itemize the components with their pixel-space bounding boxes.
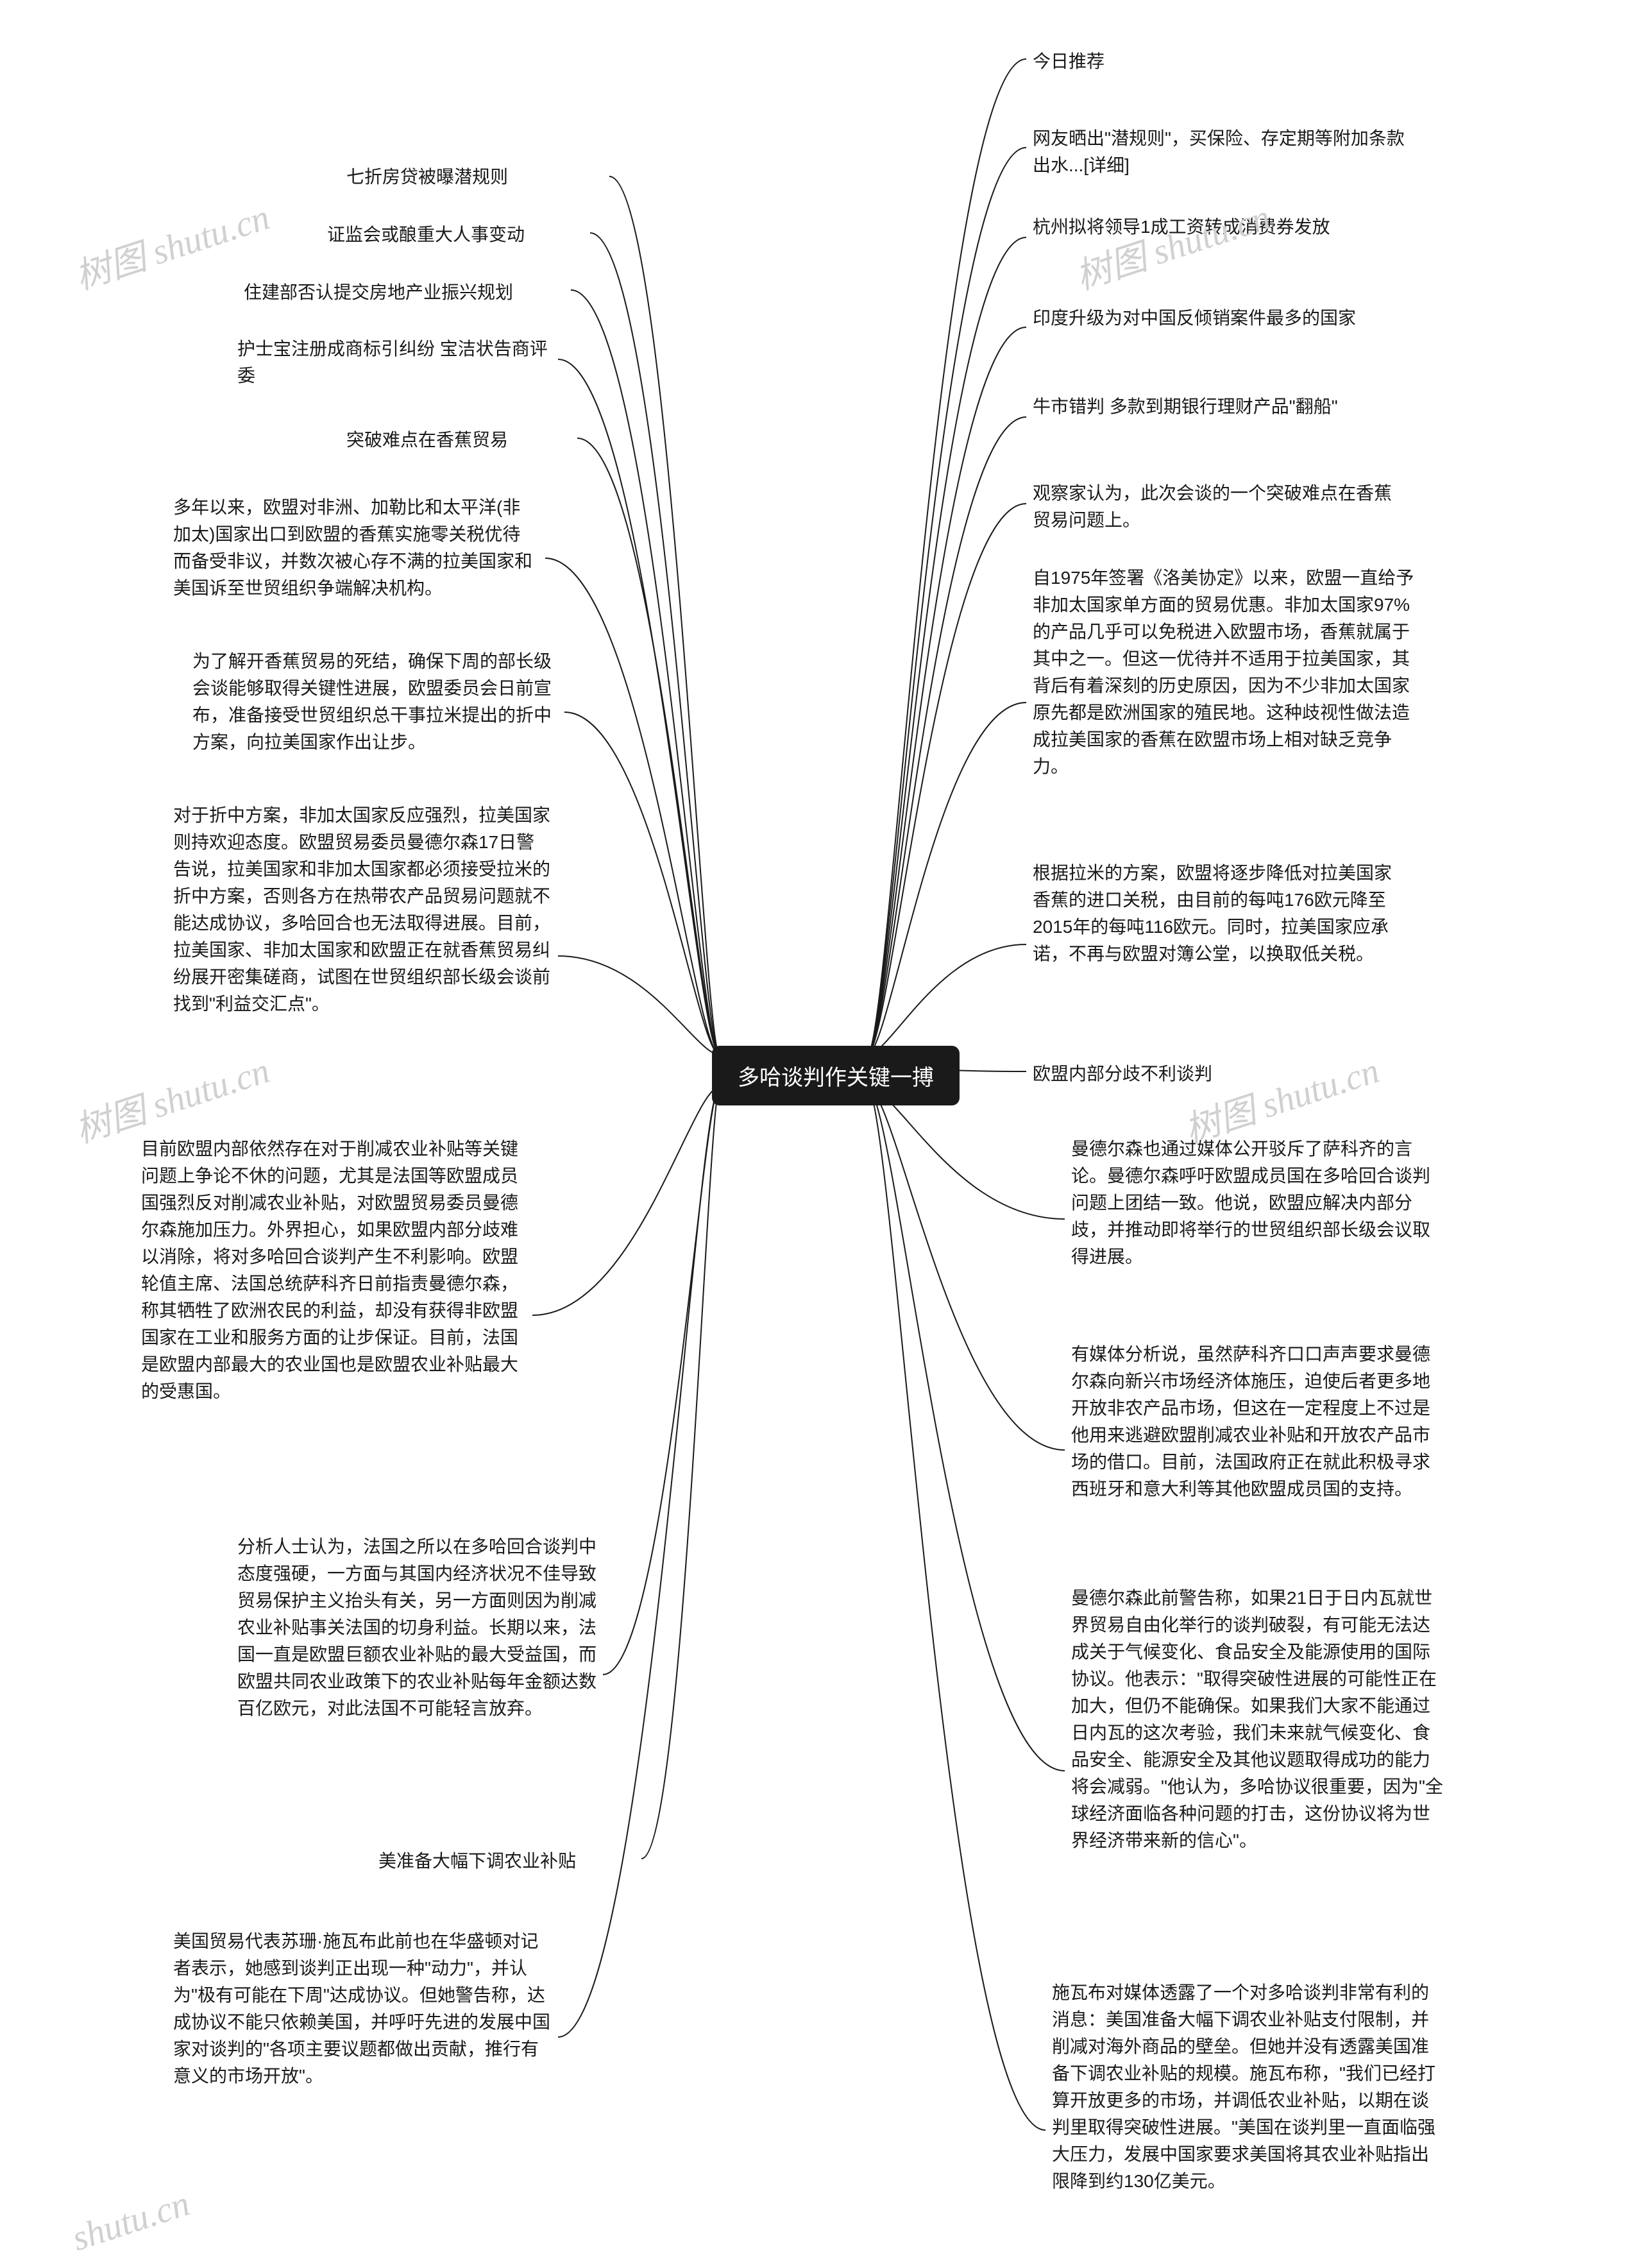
- mindmap-node-l1: 证监会或酿重大人事变动: [327, 221, 584, 248]
- mindmap-node-r12: 施瓦布对媒体透露了一个对多哈谈判非常有利的消息：美国准备大幅下调农业补贴支付限制…: [1052, 1979, 1437, 2195]
- mindmap-node-l2: 住建部否认提交房地产业振兴规划: [244, 279, 564, 306]
- mindmap-node-l0: 七折房贷被曝潜规则: [346, 164, 603, 191]
- mindmap-node-l6: 为了解开香蕉贸易的死结，确保下周的部长级会谈能够取得关键性进展，欧盟委员会日前宣…: [192, 648, 555, 756]
- mindmap-node-r9: 曼德尔森也通过媒体公开驳斥了萨科齐的言论。曼德尔森呼吁欧盟成员国在多哈回合谈判问…: [1071, 1136, 1430, 1270]
- mindmap-node-r1: 网友晒出"潜规则"，买保险、存定期等附加条款出水...[详细]: [1033, 125, 1418, 179]
- mindmap-node-r3: 印度升级为对中国反倾销案件最多的国家: [1033, 305, 1392, 332]
- mindmap-node-l8: 目前欧盟内部依然存在对于削减农业补贴等关键问题上争论不休的问题，尤其是法国等欧盟…: [141, 1136, 526, 1405]
- watermark: shutu.cn: [67, 2183, 195, 2259]
- mindmap-node-l9: 分析人士认为，法国之所以在多哈回合谈判中态度强硬，一方面与其国内经济状况不佳导致…: [237, 1533, 597, 1722]
- mindmap-node-l3: 护士宝注册成商标引纠纷 宝洁状告商评委: [237, 336, 552, 389]
- mindmap-node-r10: 有媒体分析说，虽然萨科齐口口声声要求曼德尔森向新兴市场经济体施压，迫使后者更多地…: [1071, 1341, 1430, 1503]
- center-node: 多哈谈判作关键一搏: [712, 1046, 960, 1105]
- mindmap-node-r11: 曼德尔森此前警告称，如果21日于日内瓦就世界贸易自由化举行的谈判破裂，有可能无法…: [1071, 1585, 1443, 1854]
- mindmap-node-r0: 今日推荐: [1033, 48, 1289, 75]
- mindmap-node-r7: 根据拉米的方案，欧盟将逐步降低对拉美国家香蕉的进口关税，由目前的每吨176欧元降…: [1033, 860, 1392, 968]
- mindmap-node-r4: 牛市错判 多款到期银行理财产品"翻船": [1033, 393, 1392, 420]
- mindmap-node-l7: 对于折中方案，非加太国家反应强烈，拉美国家则持欢迎态度。欧盟贸易委员曼德尔森17…: [173, 802, 552, 1018]
- mindmap-node-l11: 美国贸易代表苏珊·施瓦布此前也在华盛顿对记者表示，她感到谈判正出现一种"动力"，…: [173, 1928, 552, 2090]
- mindmap-node-l4: 突破难点在香蕉贸易: [346, 427, 571, 454]
- mindmap-node-r6: 自1975年签署《洛美协定》以来，欧盟一直给予非加太国家单方面的贸易优惠。非加太…: [1033, 565, 1418, 780]
- watermark: 树图 shutu.cn: [1068, 188, 1276, 300]
- mindmap-node-l5: 多年以来，欧盟对非洲、加勒比和太平洋(非加太)国家出口到欧盟的香蕉实施零关税优待…: [173, 494, 536, 602]
- mindmap-node-r2: 杭州拟将领导1成工资转成消费券发放: [1033, 214, 1392, 241]
- mindmap-node-r8: 欧盟内部分歧不利谈判: [1033, 1061, 1289, 1087]
- mindmap-node-l10: 美准备大幅下调农业补贴: [378, 1848, 635, 1875]
- mindmap-node-r5: 观察家认为，此次会谈的一个突破难点在香蕉贸易问题上。: [1033, 480, 1392, 534]
